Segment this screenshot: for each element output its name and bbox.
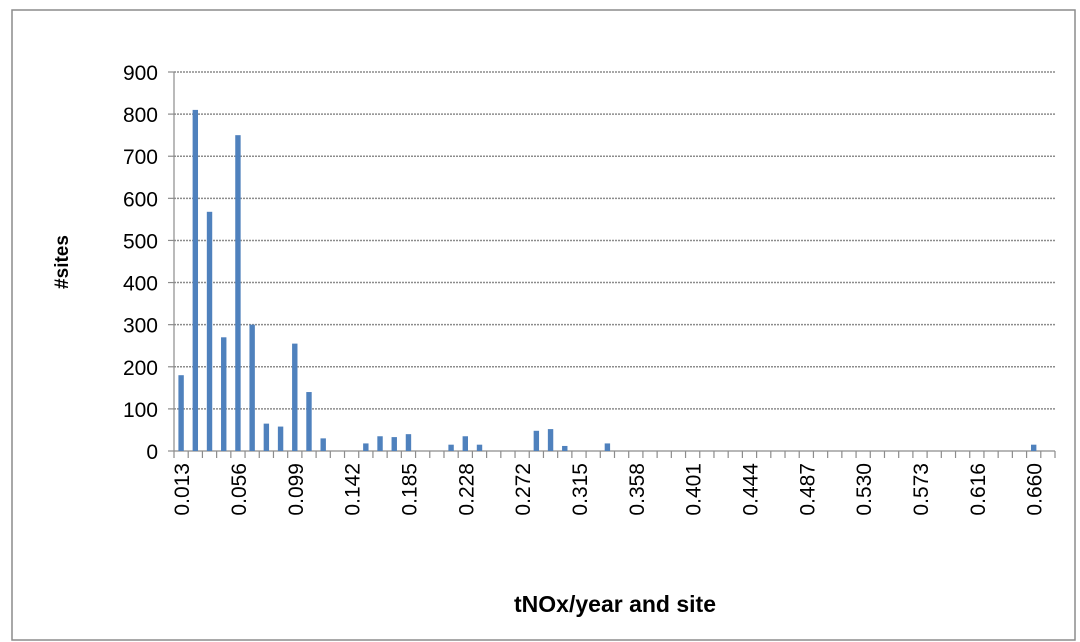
bar [363, 443, 369, 451]
x-tick-label: 0.315 [569, 463, 592, 516]
x-tick-label: 0.013 [171, 463, 194, 516]
y-tick-label: 200 [123, 357, 158, 380]
bar [562, 445, 568, 451]
bar [263, 423, 270, 451]
y-tick-label: 600 [123, 188, 158, 211]
bar [547, 429, 554, 451]
bar [306, 392, 312, 451]
x-tick-label: 0.099 [285, 463, 308, 516]
bar [249, 324, 255, 451]
bar [277, 426, 284, 451]
x-tick-label: 0.272 [512, 463, 535, 516]
bar [235, 135, 241, 451]
y-tick-label: 900 [123, 62, 158, 85]
x-tick-label: 0.444 [739, 463, 762, 516]
bar [320, 438, 326, 451]
bar [178, 375, 184, 451]
x-tick-label: 0.185 [398, 463, 421, 516]
y-tick-label: 0 [146, 441, 158, 464]
bar [476, 444, 483, 451]
y-axis-label: #sites [52, 235, 73, 289]
x-tick-label: 0.358 [626, 463, 649, 516]
y-tick-label: 500 [123, 230, 158, 253]
x-tick-label: 0.228 [455, 463, 478, 516]
bar [221, 337, 227, 451]
x-tick-label: 0.142 [342, 463, 365, 516]
y-tick-label: 300 [123, 315, 158, 338]
x-tick-label: 0.487 [796, 463, 819, 516]
x-axis-label: tNOx/year and site [514, 591, 716, 617]
bar [448, 444, 454, 451]
y-tick-label: 800 [123, 104, 158, 127]
x-tick-label: 0.616 [967, 463, 990, 516]
y-tick-label: 400 [123, 273, 158, 296]
x-tick-label: 0.056 [228, 463, 251, 516]
x-tick-label: 0.573 [910, 463, 933, 516]
x-tick-label: 0.530 [853, 463, 876, 516]
bar [292, 343, 298, 451]
y-tick-label: 100 [123, 399, 158, 422]
bar [206, 211, 213, 451]
bar [192, 109, 199, 452]
bar [405, 434, 412, 451]
bar [462, 436, 468, 451]
bar [604, 443, 611, 451]
bar [377, 436, 383, 451]
bar [1030, 444, 1037, 451]
bar [391, 437, 397, 451]
x-tick-label: 0.660 [1024, 463, 1047, 516]
x-tick-label: 0.401 [683, 463, 706, 516]
bar [533, 430, 540, 451]
y-tick-label: 700 [123, 146, 158, 169]
